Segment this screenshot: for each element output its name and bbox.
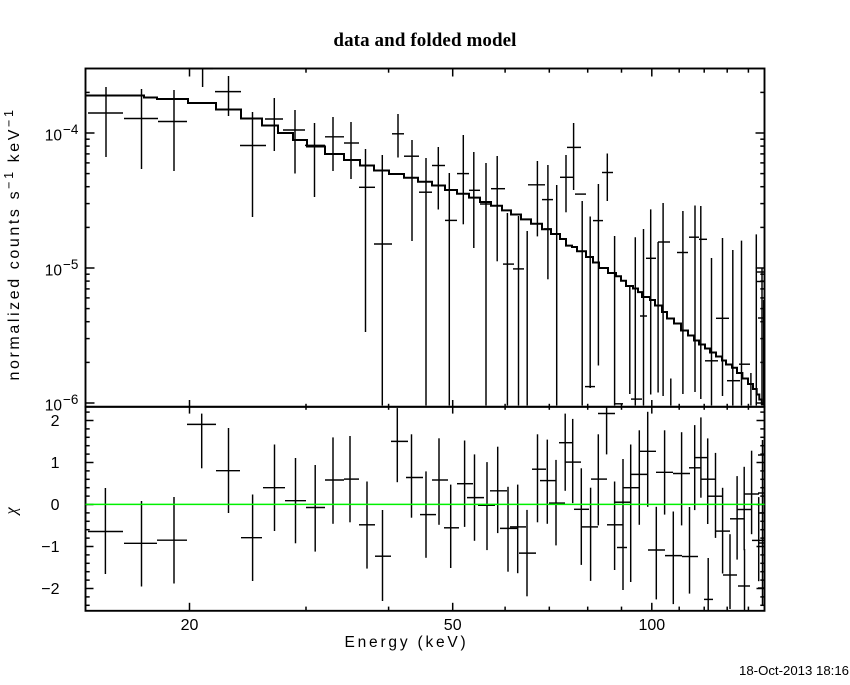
svg-text:data and folded model: data and folded model [333,30,516,51]
svg-text:−2: −2 [41,581,59,598]
svg-text:0: 0 [51,497,60,514]
svg-text:−6: −6 [63,392,78,407]
svg-text:χ: χ [2,507,21,517]
svg-text:10: 10 [45,398,63,415]
svg-text:−1: −1 [41,539,59,556]
svg-text:−5: −5 [63,257,78,272]
svg-text:50: 50 [444,617,462,634]
svg-text:18-Oct-2013 18:16: 18-Oct-2013 18:16 [739,663,849,678]
svg-text:10: 10 [45,263,63,280]
svg-text:10: 10 [45,128,63,145]
svg-text:−4: −4 [63,122,79,137]
svg-text:Energy (keV): Energy (keV) [344,634,468,651]
svg-text:1: 1 [51,455,60,472]
svg-text:20: 20 [181,617,199,634]
svg-text:2: 2 [51,413,60,430]
svg-text:100: 100 [638,617,665,634]
svg-text:normalized counts s−1 keV−1: normalized counts s−1 keV−1 [2,107,23,380]
